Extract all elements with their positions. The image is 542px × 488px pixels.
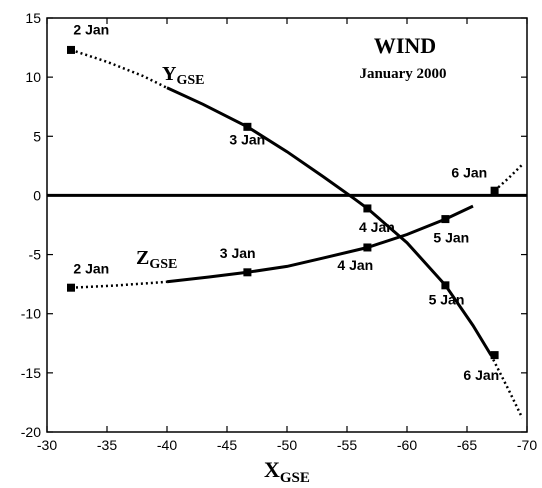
y-tick-label: 15 — [25, 10, 41, 26]
date-annotation: 4 Jan — [359, 219, 395, 235]
date-annotation: 3 Jan — [220, 245, 256, 261]
series-1-marker — [67, 283, 75, 292]
series-label-z-sub: GSE — [149, 257, 177, 272]
x-tick-label: -40 — [157, 437, 177, 453]
series-1-marker — [243, 268, 252, 277]
x-tick-label: -45 — [217, 437, 237, 453]
series-0-marker — [363, 204, 372, 213]
x-axis-label-sub: GSE — [280, 470, 310, 486]
y-tick-label: -5 — [29, 247, 42, 263]
chart-subtitle: January 2000 — [359, 66, 446, 82]
series-label-y: YGSE — [162, 63, 204, 88]
date-annotation: 6 Jan — [451, 165, 487, 181]
series-label-z: ZGSE — [136, 247, 177, 272]
series-1-dashed-end — [493, 162, 525, 192]
series-0-marker — [441, 281, 450, 290]
series-1-line — [166, 204, 474, 284]
date-annotation: 5 Jan — [433, 230, 469, 246]
series-label-y-sub: GSE — [176, 73, 204, 88]
date-annotation: 2 Jan — [73, 22, 109, 38]
x-tick-label: -55 — [337, 437, 357, 453]
date-annotation: 5 Jan — [429, 291, 465, 307]
series-0-marker — [67, 45, 75, 54]
y-tick-label: -20 — [21, 424, 41, 440]
x-tick-label: -70 — [517, 437, 537, 453]
series-1-dashed-start — [70, 280, 168, 289]
series-0-marker — [490, 351, 499, 360]
chart-title: WIND — [374, 33, 436, 58]
series-1-marker — [490, 186, 499, 195]
y-tick-label: 10 — [25, 69, 41, 85]
x-tick-label: -35 — [97, 437, 117, 453]
date-annotation: 3 Jan — [229, 132, 265, 148]
series-label-z-main: Z — [136, 247, 149, 269]
plot-frame — [46, 17, 528, 433]
series-0-line — [166, 86, 493, 356]
series-0-marker — [243, 122, 252, 131]
x-tick-label: -65 — [457, 437, 477, 453]
y-tick-label: -15 — [21, 365, 41, 381]
series-1-marker — [363, 243, 372, 252]
date-annotation: 6 Jan — [463, 367, 499, 383]
series-0-dashed-start — [70, 48, 168, 89]
date-annotation: 2 Jan — [73, 260, 109, 276]
x-tick-label: -60 — [397, 437, 417, 453]
series-label-y-main: Y — [162, 63, 177, 85]
x-tick-label: -50 — [277, 437, 297, 453]
x-axis-label-main: X — [264, 457, 280, 482]
series-0-dashed-end — [489, 354, 524, 419]
date-annotation: 4 Jan — [337, 257, 373, 273]
y-tick-label: 0 — [33, 187, 41, 203]
x-tick-label: -30 — [37, 437, 57, 453]
y-tick-label: 5 — [33, 128, 41, 144]
series-1-marker — [441, 215, 450, 224]
y-tick-label: -10 — [21, 306, 41, 322]
x-axis-label: XGSE — [264, 457, 310, 486]
